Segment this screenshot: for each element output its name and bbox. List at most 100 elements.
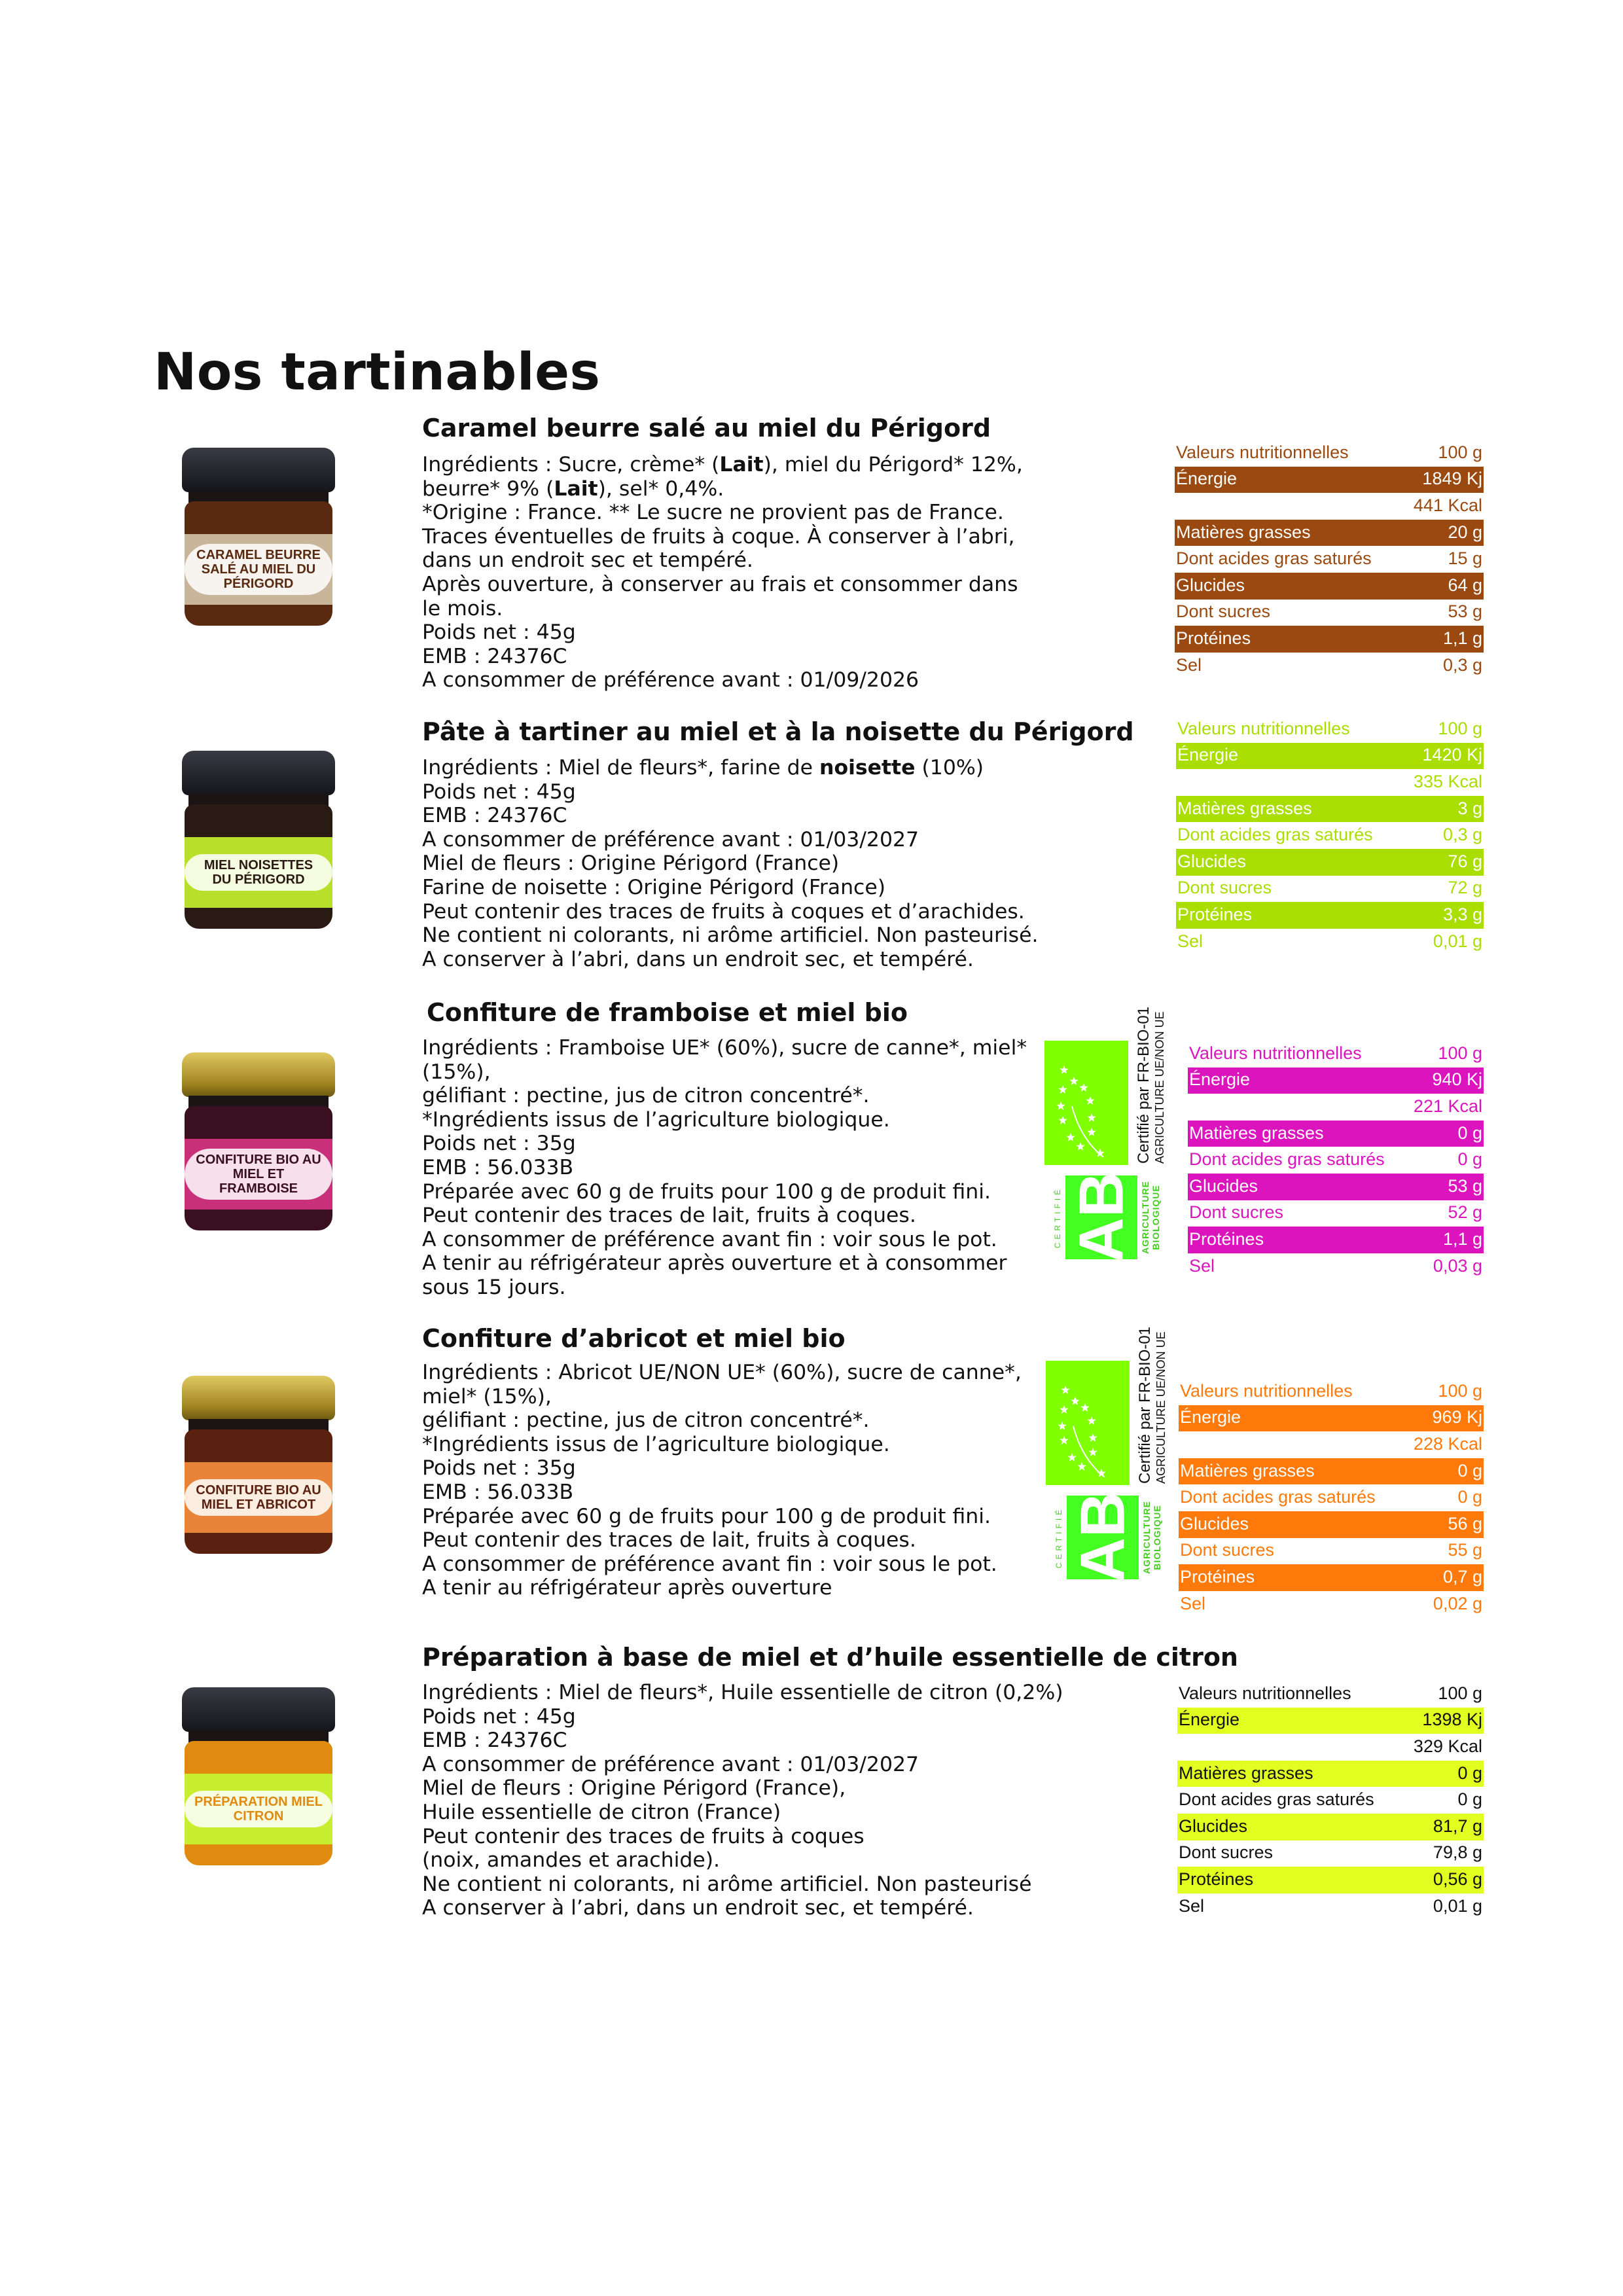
nutrition-row: Dont acides gras saturés 0,3 g xyxy=(1176,822,1484,849)
nutrition-row: Glucides 81,7 g xyxy=(1177,1813,1484,1840)
nutrient-value: 0,3 g xyxy=(1442,655,1482,675)
star-icon xyxy=(1088,1433,1097,1442)
ab-agriculture-text: AGRICULTURE xyxy=(1141,1501,1152,1574)
text-segment: Peut contenir des traces de lait, fruits… xyxy=(422,1528,916,1552)
description-line: Ingrédients : Framboise UE* (60%), sucre… xyxy=(422,1036,1027,1060)
text-segment: A tenir au réfrigérateur après ouverture xyxy=(422,1576,832,1600)
jar-label: CONFITURE BIO AU MIEL ET ABRICOT xyxy=(185,1462,332,1533)
text-segment: gélifiant : pectine, jus de citron conce… xyxy=(422,1084,870,1108)
description-line: beurre* 9% (Lait), sel* 0,4%. xyxy=(422,477,1023,501)
jar-neck xyxy=(188,1731,329,1744)
star-icon xyxy=(1076,1142,1085,1151)
description-line: Poids net : 35g xyxy=(422,1456,1022,1480)
ab-biologique-text: BIOLOGIQUE xyxy=(1150,1185,1161,1249)
nutrient-value: 15 g xyxy=(1448,548,1482,569)
star-icon xyxy=(1060,1436,1069,1444)
jar-lid xyxy=(182,751,335,795)
description-line: EMB : 56.033B xyxy=(422,1480,1022,1505)
product-description: Ingrédients : Framboise UE* (60%), sucre… xyxy=(422,1036,1027,1300)
description-line: dans un endroit sec et tempéré. xyxy=(422,548,1023,573)
allergen-text: noisette xyxy=(819,756,916,780)
jar-label-text: CARAMEL BEURRE SALÉ AU MIEL DU PÉRIGORD xyxy=(185,544,332,595)
nutrient-label: Sel xyxy=(1189,1255,1215,1276)
nutrient-value: 969 Kj xyxy=(1432,1407,1482,1427)
description-line: sous 15 jours. xyxy=(422,1276,1027,1300)
nutrient-label: Énergie xyxy=(1176,469,1238,489)
text-segment: (15%), xyxy=(422,1060,491,1084)
jar-label-text: MIEL NOISETTES DU PÉRIGORD xyxy=(185,854,332,891)
nutrition-row: Dont sucres 55 g xyxy=(1179,1538,1484,1565)
product-jar-image: CARAMEL BEURRE SALÉ AU MIEL DU PÉRIGORD xyxy=(177,442,340,632)
nutrition-header-unit: 100 g xyxy=(1438,1380,1482,1401)
nutrient-value: 0,01 g xyxy=(1433,931,1482,951)
nutrition-row: Glucides 64 g xyxy=(1175,572,1484,600)
nutrient-value: 441 Kcal xyxy=(1413,495,1482,515)
description-line: A consommer de préférence avant : 01/03/… xyxy=(422,828,1038,852)
product-title: Confiture de framboise et miel bio xyxy=(427,998,908,1027)
nutrient-value: 20 g xyxy=(1448,522,1482,542)
nutrition-row: Protéines 1,1 g xyxy=(1188,1227,1484,1253)
jar-label: MIEL NOISETTES DU PÉRIGORD xyxy=(185,837,332,908)
text-segment: EMB : 56.033B xyxy=(422,1480,574,1504)
nutrition-table: Valeurs nutritionnelles 100 g Énergie 1849 … xyxy=(1175,440,1484,679)
description-line: Ingrédients : Miel de fleurs*, farine de… xyxy=(422,756,1038,780)
certifier-text: Certifié par FR-BIO-01 xyxy=(1136,1326,1154,1484)
star-icon xyxy=(1058,1116,1067,1124)
nutrient-value: 0,7 g xyxy=(1442,1566,1482,1587)
nutrition-row: Énergie 1420 Kj xyxy=(1176,742,1484,770)
text-segment: Ingrédients : Framboise UE* (60%), sucre… xyxy=(422,1036,1027,1060)
nutrient-label: Matières grasses xyxy=(1176,522,1311,542)
jar-label: CARAMEL BEURRE SALÉ AU MIEL DU PÉRIGORD xyxy=(185,534,332,605)
nutrition-row: 441 Kcal xyxy=(1175,493,1484,520)
star-icon xyxy=(1060,1066,1069,1074)
nutrient-label: Matières grasses xyxy=(1180,1460,1315,1480)
eu-organic-leaf-logo xyxy=(1046,1361,1130,1485)
nutrient-label: Matières grasses xyxy=(1179,1763,1313,1783)
star-icon xyxy=(1080,1403,1090,1412)
description-line: (noix, amandes et arachide). xyxy=(422,1848,1063,1873)
nutrition-row: 221 Kcal xyxy=(1188,1094,1484,1121)
description-line: Poids net : 45g xyxy=(422,620,1023,645)
text-segment: EMB : 56.033B xyxy=(422,1155,574,1179)
nutrition-row: Matières grasses 20 g xyxy=(1175,519,1484,547)
product-title: Caramel beurre salé au miel du Périgord xyxy=(422,414,991,442)
nutrient-value: 53 g xyxy=(1448,601,1482,622)
text-segment: A consommer de préférence avant fin : vo… xyxy=(422,1552,997,1576)
description-line: Miel de fleurs : Origine Périgord (Franc… xyxy=(422,852,1038,876)
nutrient-value: 0,03 g xyxy=(1433,1255,1482,1276)
jar-neck xyxy=(188,794,329,807)
nutrient-label: Dont sucres xyxy=(1177,878,1272,898)
text-segment: ), miel du Périgord* 12%, xyxy=(763,453,1023,476)
description-line: Poids net : 45g xyxy=(422,780,1038,804)
ab-certified-text: CERTIFIÉ xyxy=(1054,1507,1063,1568)
text-segment: Traces éventuelles de fruits à coque. À … xyxy=(422,524,1015,548)
nutrition-row: Sel 0,03 g xyxy=(1188,1253,1484,1280)
description-line: A consommer de préférence avant fin : vo… xyxy=(422,1228,1027,1252)
ab-letters: AB xyxy=(1068,1496,1138,1579)
nutrient-label: Matières grasses xyxy=(1189,1122,1324,1143)
star-icon xyxy=(1097,1469,1106,1477)
nutrient-value: 1849 Kj xyxy=(1422,469,1482,489)
nutrient-value: 0 g xyxy=(1457,1149,1482,1170)
nutrition-header-unit: 100 g xyxy=(1438,718,1482,738)
nutrient-value: 335 Kcal xyxy=(1413,771,1482,791)
description-line: A tenir au réfrigérateur après ouverture xyxy=(422,1576,1022,1600)
description-line: A consommer de préférence avant fin : vo… xyxy=(422,1552,1022,1577)
description-line: Peut contenir des traces de fruits à coq… xyxy=(422,1825,1063,1849)
nutrient-value: 1398 Kj xyxy=(1422,1710,1482,1730)
nutrition-row: Énergie 1398 Kj xyxy=(1177,1707,1484,1734)
nutrition-row: Matières grasses 3 g xyxy=(1176,795,1484,823)
nutrition-row: Protéines 0,56 g xyxy=(1177,1867,1484,1893)
nutrient-label: Glucides xyxy=(1176,575,1245,595)
nutrition-table: Valeurs nutritionnelles 100 g Énergie 940 K… xyxy=(1188,1041,1484,1280)
nutrient-label: Matières grasses xyxy=(1177,798,1312,818)
description-line: EMB : 24376C xyxy=(422,1729,1063,1753)
star-icon xyxy=(1096,1149,1105,1157)
text-segment: A consommer de préférence avant : 01/03/… xyxy=(422,1752,919,1776)
text-segment: Farine de noisette : Origine Périgord (F… xyxy=(422,875,886,899)
description-line: A consommer de préférence avant : 01/03/… xyxy=(422,1753,1063,1777)
description-line: EMB : 24376C xyxy=(422,804,1038,828)
ab-organic-logo: AB CERTIFIÉ AGRICULTURE BIOLOGIQUE xyxy=(1051,1492,1169,1583)
allergen-text: Lait xyxy=(554,476,598,501)
nutrient-value: 940 Kj xyxy=(1432,1069,1482,1090)
